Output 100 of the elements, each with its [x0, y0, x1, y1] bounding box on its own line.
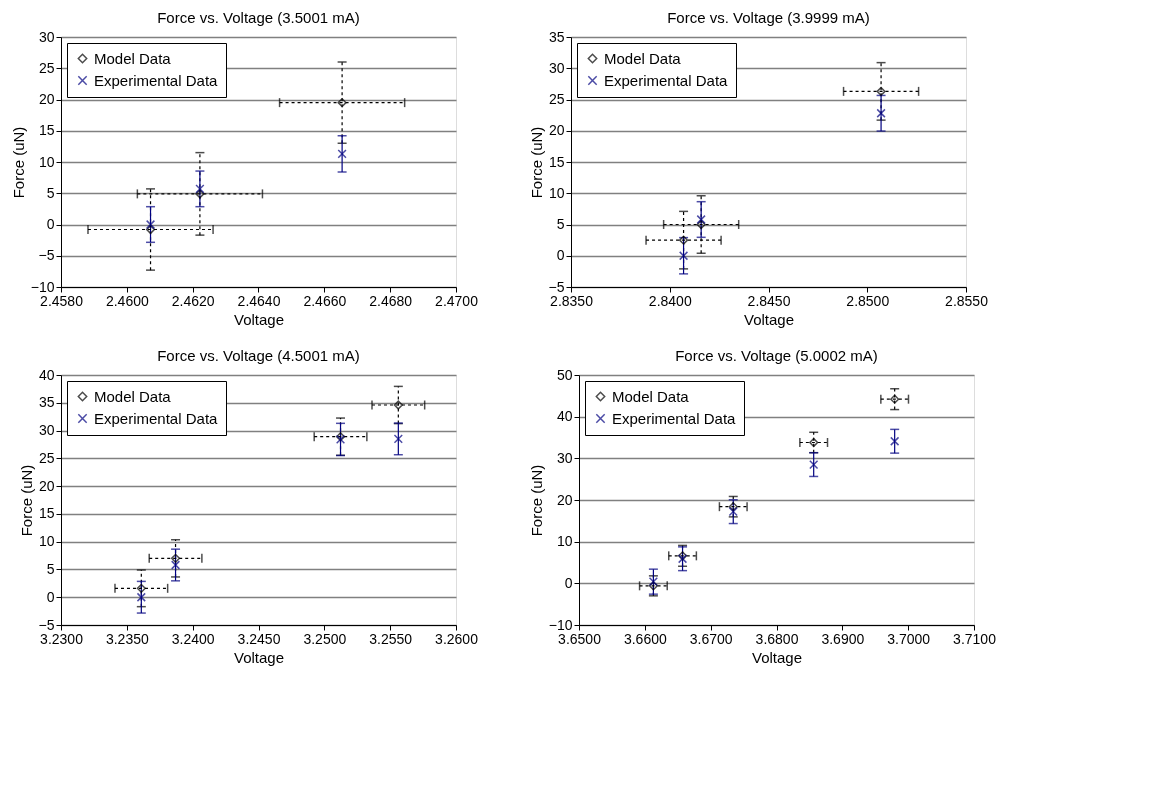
x-tick-label: 2.4580	[40, 292, 84, 309]
point	[337, 149, 347, 159]
legend-label: Model Data	[94, 387, 172, 405]
y-tick-label: 0	[46, 216, 55, 232]
point	[145, 224, 156, 235]
point	[728, 507, 738, 517]
y-tick-label: 35	[548, 28, 565, 45]
point	[728, 502, 738, 512]
point	[648, 577, 659, 587]
point	[876, 86, 886, 96]
x-tick-label: 2.8500	[846, 292, 890, 309]
y-tick-label: 15	[548, 153, 565, 170]
point	[890, 394, 900, 404]
y-tick-label: 30	[38, 422, 55, 439]
x-tick-label: 3.7000	[887, 630, 931, 647]
y-tick-label: 10	[38, 153, 55, 170]
x-tick-label: 3.2350	[105, 630, 149, 647]
y-tick-label: 50	[556, 366, 573, 383]
x-tick-label: 2.4640	[237, 292, 281, 309]
y-tick-label: 20	[548, 122, 565, 139]
x-tick-label: 3.2450	[237, 630, 281, 647]
point	[170, 560, 181, 570]
x-tick-label: 2.8450	[747, 292, 791, 309]
x-tick-label: 3.6500	[558, 630, 602, 647]
legend-label: Experimental Data	[94, 409, 219, 427]
point	[170, 553, 181, 563]
point	[136, 592, 146, 602]
point	[393, 434, 403, 444]
x-tick-label: 3.6600	[623, 630, 667, 647]
y-axis-title: Force (uN)	[17, 464, 35, 537]
x-tick-label: 2.4620	[171, 292, 215, 309]
point	[876, 108, 886, 118]
x-axis-title: Voltage	[233, 310, 285, 328]
y-tick-label: 30	[556, 449, 573, 466]
x-tick-label: 3.6700	[689, 630, 733, 647]
x-tick-label: 3.2300	[40, 630, 84, 647]
point	[195, 184, 205, 194]
x-tick-label: 3.2600	[435, 630, 479, 647]
y-tick-label: 0	[46, 588, 55, 605]
point	[696, 214, 706, 225]
x-tick-label: 2.8550	[945, 292, 989, 309]
y-tick-label: 20	[38, 477, 55, 494]
y-tick-label: 10	[556, 533, 573, 550]
y-tick-label: 25	[38, 59, 55, 76]
x-tick-label: 2.4660	[303, 292, 347, 309]
point	[678, 235, 689, 245]
point	[809, 459, 819, 470]
point	[809, 437, 819, 448]
legend-label: Model Data	[604, 49, 682, 67]
y-tick-label: 30	[548, 59, 565, 76]
y-tick-label: 20	[556, 491, 573, 508]
x-axis-title: Voltage	[751, 648, 803, 666]
x-tick-label: 3.6800	[755, 630, 799, 647]
x-axis-title: Voltage	[233, 648, 285, 666]
y-axis-title: Force (uN)	[527, 126, 545, 199]
y-tick-label: 5	[46, 560, 55, 577]
point	[393, 400, 403, 410]
y-tick-label: −5	[548, 278, 565, 295]
x-tick-label: 3.2400	[171, 630, 215, 647]
y-tick-label: 25	[548, 91, 565, 107]
y-tick-label: 10	[548, 184, 565, 201]
x-tick-label: 3.2500	[303, 630, 347, 647]
y-tick-label: 0	[564, 574, 573, 591]
y-axis-title: Force (uN)	[9, 126, 27, 199]
x-tick-label: 2.8400	[648, 292, 692, 309]
x-tick-label: 2.4600	[105, 292, 149, 309]
point	[696, 219, 706, 230]
legend-label: Experimental Data	[94, 71, 219, 89]
x-tick-label: 2.4680	[369, 292, 413, 309]
y-tick-label: 40	[556, 408, 573, 425]
chart-title: Force vs. Voltage (3.9999 mA)	[667, 9, 870, 26]
legend-label: Experimental Data	[604, 71, 729, 89]
chart-title: Force vs. Voltage (5.0002 mA)	[675, 347, 878, 364]
y-axis-title: Force (uN)	[527, 464, 545, 537]
y-tick-label: −5	[38, 616, 55, 633]
x-tick-label: 3.2550	[369, 630, 413, 647]
point	[337, 98, 347, 108]
y-tick-label: −10	[548, 616, 573, 633]
point	[890, 436, 900, 446]
y-tick-label: 10	[38, 533, 55, 550]
point	[136, 583, 146, 593]
y-tick-label: 0	[556, 247, 565, 264]
chart-title: Force vs. Voltage (4.5001 mA)	[157, 347, 360, 364]
y-tick-label: 5	[46, 184, 55, 201]
x-tick-label: 3.6900	[821, 630, 865, 647]
chart-title: Force vs. Voltage (3.5001 mA)	[157, 9, 360, 26]
x-tick-label: 2.4700	[435, 292, 479, 309]
point	[678, 251, 689, 261]
y-tick-label: 5	[556, 216, 565, 232]
legend-label: Experimental Data	[612, 409, 737, 427]
y-tick-label: 15	[38, 505, 55, 522]
y-tick-label: 35	[38, 394, 55, 411]
point	[145, 219, 156, 230]
y-tick-label: 20	[38, 91, 55, 107]
y-tick-label: −10	[30, 278, 55, 295]
y-tick-label: 40	[38, 366, 55, 383]
point	[195, 189, 205, 199]
y-tick-label: 25	[38, 449, 55, 466]
y-tick-label: −5	[38, 247, 55, 264]
x-tick-label: 2.8350	[550, 292, 594, 309]
